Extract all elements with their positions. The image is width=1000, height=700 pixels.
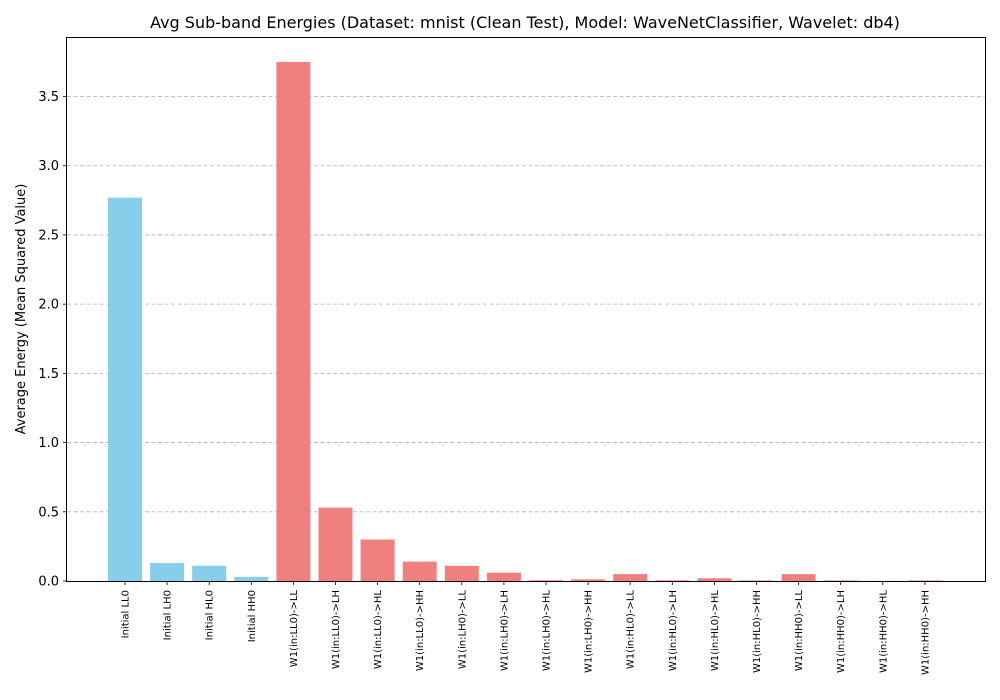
- x-tick-label: Initial LL0: [121, 590, 132, 638]
- x-tick-label: W1(in:LL0)->HH: [415, 590, 426, 671]
- y-axis-label: Average Energy (Mean Squared Value): [14, 184, 29, 435]
- bar: [739, 580, 774, 581]
- x-tick-label: W1(in:HL0)->LH: [668, 590, 679, 671]
- x-tick-label: W1(in:LL0)->HL: [373, 590, 384, 670]
- bar: [108, 197, 142, 581]
- x-tick-label: W1(in:HL0)->HH: [752, 590, 763, 673]
- bar: [318, 507, 353, 581]
- bar: [907, 580, 942, 581]
- bar: [276, 61, 311, 582]
- bar: [529, 580, 563, 581]
- y-tick-label: 3.0: [38, 159, 59, 174]
- y-tick-label: 1.0: [38, 436, 59, 451]
- chart-title: Avg Sub-band Energies (Dataset: mnist (C…: [150, 13, 900, 32]
- bar: [192, 565, 227, 581]
- y-tick-label: 1.5: [38, 367, 59, 382]
- x-tick-label: W1(in:LH0)->LH: [499, 590, 510, 671]
- y-tick-label: 0.0: [38, 575, 59, 590]
- bar: [360, 539, 395, 581]
- x-tick-label: W1(in:HH0)->LH: [836, 590, 847, 673]
- x-axis: Initial LL0 Initial LH0 Initial HL0 Initial…: [121, 581, 931, 675]
- y-tick-label: 3.5: [38, 90, 59, 105]
- x-tick-label: W1(in:LL0)->LH: [331, 590, 342, 669]
- bar: [697, 578, 732, 581]
- plot-frame: [66, 37, 986, 582]
- bar: [444, 565, 479, 581]
- y-tick-label: 0.5: [38, 505, 59, 520]
- bar: [781, 574, 816, 581]
- x-tick-label: W1(in:LH0)->HL: [542, 590, 553, 671]
- bar: [571, 579, 606, 581]
- y-axis: 0.0 0.5 1.0 1.5 2.0 2.5 3.0 3.5: [38, 90, 67, 590]
- y-tick-label: 2.5: [38, 228, 59, 243]
- x-tick-label: W1(in:LH0)->HH: [584, 590, 595, 673]
- bar: [486, 572, 521, 581]
- x-tick-label: W1(in:HL0)->LL: [626, 590, 637, 670]
- y-tick-label: 2.0: [38, 298, 59, 313]
- x-tick-label: W1(in:HH0)->LL: [794, 590, 805, 671]
- grid-lines: [67, 96, 985, 513]
- x-tick-label: W1(in:LH0)->LL: [457, 590, 468, 670]
- x-tick-label: Initial HH0: [247, 590, 258, 642]
- bar: [234, 576, 269, 581]
- x-tick-label: Initial LH0: [163, 590, 174, 640]
- bar: [655, 580, 690, 581]
- bar: [150, 563, 185, 581]
- x-tick-label: W1(in:HL0)->HL: [710, 590, 721, 671]
- x-tick-label: W1(in:HH0)->HL: [878, 590, 889, 673]
- bars: [108, 61, 942, 582]
- x-tick-label: W1(in:HH0)->HH: [920, 590, 931, 675]
- x-tick-label: W1(in:LL0)->LL: [289, 590, 300, 668]
- bar: [402, 561, 437, 581]
- bar: [613, 574, 648, 581]
- bar: [823, 580, 858, 581]
- x-tick-label: Initial HL0: [205, 590, 216, 640]
